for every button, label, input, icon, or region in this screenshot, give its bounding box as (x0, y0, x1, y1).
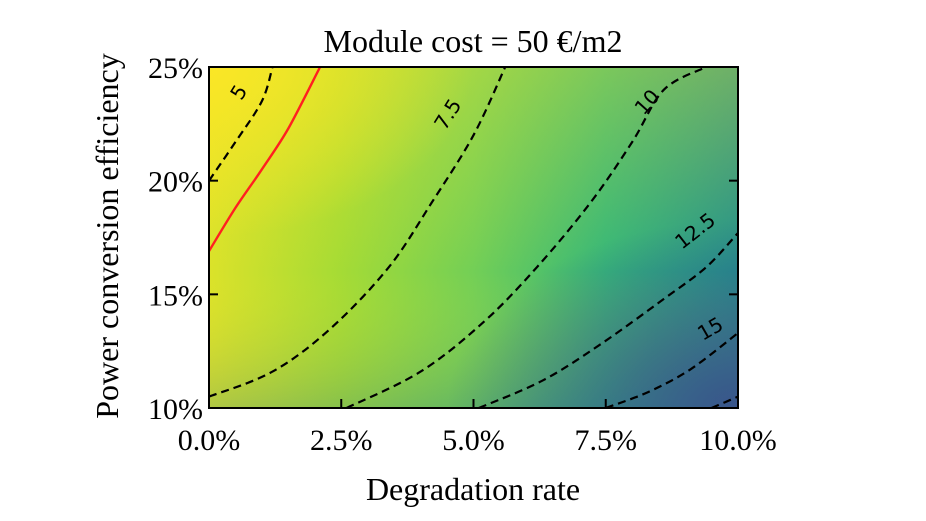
highlight-curve (209, 67, 322, 252)
x-tick-label: 5.0% (442, 424, 505, 457)
colormap-field (209, 67, 738, 408)
contour-line-7.5 (209, 67, 507, 398)
x-tick-label: 10.0% (699, 424, 777, 457)
chart-title: Module cost = 50 €/m2 (324, 23, 623, 59)
contour-line-10 (346, 67, 707, 408)
x-axis: 0.0% 2.5% 5.0% 7.5% 10.0% (178, 399, 777, 457)
x-tick-label: 7.5% (575, 424, 638, 457)
y-tick-label: 25% (148, 52, 203, 85)
x-tick-label: 2.5% (310, 424, 373, 457)
x-tick-label: 0.0% (178, 424, 241, 457)
x-axis-label: Degradation rate (366, 471, 580, 507)
contour-line-15 (605, 332, 738, 408)
y-axis-label: Power conversion efficiency (89, 53, 125, 419)
contour-line-12.5 (478, 232, 738, 408)
contour-line-5 (209, 67, 274, 182)
contour-lines (209, 67, 738, 408)
y-tick-label: 10% (148, 393, 203, 426)
y-axis: 10% 15% 20% 25% (148, 52, 738, 426)
y-tick-label: 20% (148, 166, 203, 199)
y-tick-label: 15% (148, 279, 203, 312)
